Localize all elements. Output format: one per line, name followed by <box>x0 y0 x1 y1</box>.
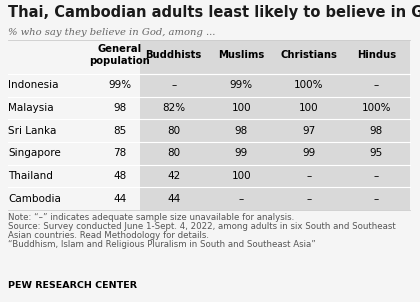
Text: 44: 44 <box>167 194 180 204</box>
Text: 78: 78 <box>113 148 126 158</box>
Text: 99: 99 <box>302 148 315 158</box>
Text: –: – <box>374 194 379 204</box>
Text: Note: “–” indicates adequate sample size unavailable for analysis.: Note: “–” indicates adequate sample size… <box>8 213 294 222</box>
Text: –: – <box>306 194 311 204</box>
Text: “Buddhism, Islam and Religious Pluralism in South and Southeast Asia”: “Buddhism, Islam and Religious Pluralism… <box>8 240 316 249</box>
Text: 99%: 99% <box>108 80 131 90</box>
Text: 42: 42 <box>167 171 180 181</box>
Text: General
population: General population <box>89 44 150 66</box>
Text: 98: 98 <box>113 103 126 113</box>
Text: Malaysia: Malaysia <box>8 103 54 113</box>
Text: 97: 97 <box>302 126 315 136</box>
Text: 100: 100 <box>231 103 251 113</box>
Text: Indonesia: Indonesia <box>8 80 58 90</box>
Text: Source: Survey conducted June 1-Sept. 4, 2022, among adults in six South and Sou: Source: Survey conducted June 1-Sept. 4,… <box>8 222 396 231</box>
Text: Christians: Christians <box>280 50 337 60</box>
Text: Muslims: Muslims <box>218 50 264 60</box>
Text: 98: 98 <box>235 126 248 136</box>
Text: 85: 85 <box>113 126 126 136</box>
Text: Buddhists: Buddhists <box>146 50 202 60</box>
Text: –: – <box>171 80 176 90</box>
Text: Asian countries. Read Methodology for details.: Asian countries. Read Methodology for de… <box>8 231 209 240</box>
Text: 80: 80 <box>167 126 180 136</box>
Text: Singapore: Singapore <box>8 148 61 158</box>
Text: Thai, Cambodian adults least likely to believe in God: Thai, Cambodian adults least likely to b… <box>8 5 420 20</box>
Text: 95: 95 <box>370 148 383 158</box>
Text: Thailand: Thailand <box>8 171 53 181</box>
Text: 100%: 100% <box>362 103 391 113</box>
Text: 44: 44 <box>113 194 126 204</box>
Text: 48: 48 <box>113 171 126 181</box>
Text: 100: 100 <box>231 171 251 181</box>
Text: % who say they believe in God, among ...: % who say they believe in God, among ... <box>8 28 215 37</box>
Text: 99%: 99% <box>230 80 253 90</box>
Text: Hindus: Hindus <box>357 50 396 60</box>
Text: 80: 80 <box>167 148 180 158</box>
Text: 82%: 82% <box>162 103 185 113</box>
Text: 100%: 100% <box>294 80 323 90</box>
Text: –: – <box>239 194 244 204</box>
Text: –: – <box>374 171 379 181</box>
Bar <box>140 40 410 210</box>
Text: 99: 99 <box>235 148 248 158</box>
Text: 98: 98 <box>370 126 383 136</box>
Text: –: – <box>374 80 379 90</box>
Text: –: – <box>306 171 311 181</box>
Text: 100: 100 <box>299 103 318 113</box>
Text: Sri Lanka: Sri Lanka <box>8 126 56 136</box>
Text: Cambodia: Cambodia <box>8 194 61 204</box>
Text: PEW RESEARCH CENTER: PEW RESEARCH CENTER <box>8 281 137 290</box>
